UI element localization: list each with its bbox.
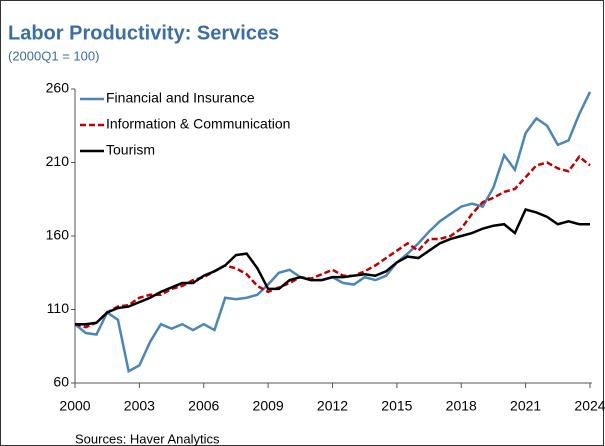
chart-title: Labor Productivity: Services bbox=[8, 22, 279, 44]
series-line bbox=[75, 208, 590, 326]
x-tick-label: 2000 bbox=[59, 398, 90, 414]
x-tick-label: 2021 bbox=[510, 398, 541, 414]
series-line bbox=[74, 154, 591, 329]
legend-label: Information & Communication bbox=[106, 116, 290, 132]
x-tick-label: 2009 bbox=[253, 398, 284, 414]
x-tick-label: 2006 bbox=[188, 398, 219, 414]
y-tick-label: 210 bbox=[46, 153, 70, 169]
y-tick-label: 60 bbox=[53, 374, 69, 390]
y-tick-label: 110 bbox=[47, 300, 70, 316]
y-tick-label: 160 bbox=[46, 227, 70, 243]
x-tick-label: 2015 bbox=[381, 398, 412, 414]
x-tick-label: 2012 bbox=[317, 398, 348, 414]
source: Sources: Haver Analytics bbox=[75, 431, 220, 446]
x-tick-label: 2024 bbox=[574, 398, 605, 414]
x-tick-label: 2003 bbox=[124, 398, 155, 414]
legend-label: Financial and Insurance bbox=[106, 90, 255, 106]
y-tick-label: 260 bbox=[46, 80, 70, 96]
legend-label: Tourism bbox=[106, 142, 155, 158]
chart-subtitle: (2000Q1 = 100) bbox=[8, 48, 99, 63]
x-tick-label: 2018 bbox=[446, 398, 477, 414]
